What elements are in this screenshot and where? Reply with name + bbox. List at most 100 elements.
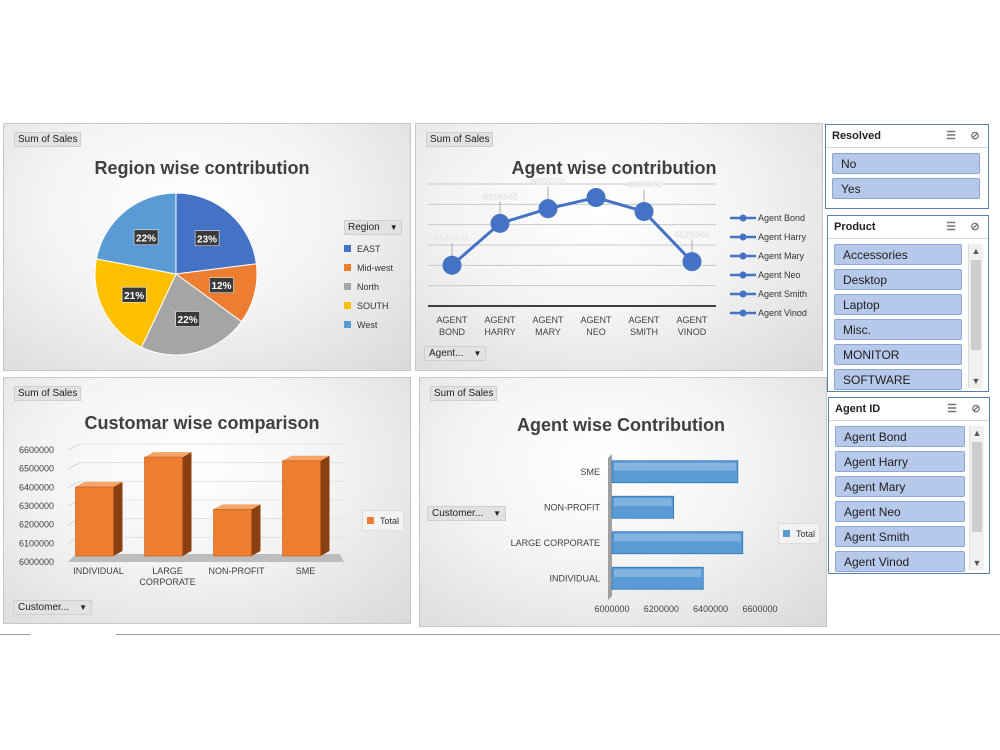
data-label-box: [209, 277, 234, 293]
sheet-divider: [116, 634, 1000, 635]
agent-filter-dropdown[interactable]: Agent... ▼: [424, 346, 487, 361]
multi-select-icon[interactable]: ☰: [946, 221, 956, 233]
legend-dot: [739, 290, 747, 297]
customer-dropdown-label: Customer...: [432, 508, 484, 519]
customer-legend: Total: [362, 510, 405, 531]
region-chart-panel[interactable]: Sum of Sales Region wise contribution 23…: [3, 123, 411, 371]
legend-label: Agent Mary: [758, 250, 805, 261]
scrollbar-thumb[interactable]: [972, 442, 982, 532]
slicer-item-desktop[interactable]: Desktop: [834, 269, 962, 290]
slicer-title: Agent ID: [835, 403, 881, 415]
legend-dot: [739, 233, 747, 240]
legend-label: North: [357, 281, 380, 292]
bar-top: [75, 481, 123, 487]
bar-side: [251, 504, 261, 556]
customer-bar-chart: 6000000 6100000 6200000 6300000 6400000 65000…: [19, 443, 344, 587]
legend-swatch: [783, 530, 790, 537]
y-tick-label: 6600000: [19, 445, 54, 455]
slicer-item-agent-vinod[interactable]: Agent Vinod: [835, 551, 965, 572]
multi-select-icon[interactable]: ☰: [946, 130, 956, 142]
x-tick-label: 6000000: [594, 604, 629, 614]
clear-filter-icon[interactable]: ⊘: [970, 221, 980, 233]
field-button-sum-of-sales[interactable]: Sum of Sales: [14, 386, 82, 401]
x-tick-label: MARY: [535, 327, 561, 337]
legend-label: Agent Vinod: [758, 307, 807, 318]
agent-line-chart-panel[interactable]: Sum of Sales Agent wise contribution 415…: [415, 123, 823, 371]
slicer-item-agent-harry[interactable]: Agent Harry: [835, 451, 965, 472]
legend-entry-east: EAST: [344, 239, 402, 258]
data-label: 21%: [124, 291, 144, 302]
legend-entry-agent-smith: Agent Smith: [730, 284, 820, 303]
scrollbar[interactable]: ▲ ▼: [969, 426, 984, 570]
series-line: [451, 196, 694, 267]
field-button-sum-of-sales[interactable]: Sum of Sales: [14, 132, 82, 147]
bar-top: [213, 504, 261, 510]
dropdown-arrow-icon: ▼: [473, 349, 482, 358]
legend-entry-mid-west: Mid-west: [344, 258, 402, 277]
slicer-item-agent-mary[interactable]: Agent Mary: [835, 476, 965, 497]
region-filter-dropdown[interactable]: Region ▼: [344, 220, 402, 235]
data-label: 22%: [178, 315, 198, 326]
legend-dot: [739, 271, 747, 278]
legend-entry-west: West: [344, 315, 402, 334]
scrollbar-thumb[interactable]: [971, 260, 981, 350]
legend-entry-agent-bond: Agent Bond: [730, 208, 820, 227]
data-point-agent-neo: [586, 188, 606, 208]
scroll-up-icon[interactable]: ▲: [971, 246, 981, 256]
scroll-up-icon[interactable]: ▲: [972, 428, 982, 438]
data-point-agent-vinod: [682, 252, 702, 272]
slicer-item-misc[interactable]: Misc.: [834, 319, 962, 340]
legend-label: EAST: [357, 243, 381, 254]
x-tick-label: AGENT: [436, 315, 468, 325]
x-tick-label: NON-PROFIT: [209, 566, 265, 576]
y-tick-label: 6400000: [19, 482, 54, 492]
data-label: 4150321: [434, 233, 469, 243]
legend-line-marker: [730, 290, 756, 297]
x-tick-label: HARRY: [484, 327, 515, 337]
agent-hbar-chart-panel[interactable]: Sum of Sales Agent wise Contribution SME…: [419, 377, 827, 627]
legend-label: Agent Neo: [758, 269, 801, 280]
legend-swatch: [344, 283, 351, 290]
legend-label: Agent Smith: [758, 288, 808, 299]
y-tick-label: 6500000: [19, 464, 54, 474]
customer-bar-chart-panel[interactable]: Sum of Sales Customar wise comparison 60…: [3, 377, 411, 624]
slicer-item-monitor[interactable]: MONITOR: [834, 344, 962, 365]
slicer-item-no[interactable]: No: [832, 153, 980, 174]
slicer-item-agent-neo[interactable]: Agent Neo: [835, 501, 965, 522]
field-button-sum-of-sales[interactable]: Sum of Sales: [430, 386, 498, 401]
clear-filter-icon[interactable]: ⊘: [971, 403, 981, 415]
slicer-item-agent-bond[interactable]: Agent Bond: [835, 426, 965, 447]
y-tick-label: SME: [580, 467, 600, 477]
legend-entry-agent-mary: Agent Mary: [730, 246, 820, 265]
slicer-title: Resolved: [832, 130, 881, 142]
x-tick-label: 6400000: [693, 604, 728, 614]
slicer-item-laptop[interactable]: Laptop: [834, 294, 962, 315]
customer-filter-dropdown[interactable]: Customer... ▼: [13, 600, 93, 615]
data-label: 4348465: [626, 180, 661, 190]
y-tick-label: NON-PROFIT: [544, 502, 600, 512]
scroll-down-icon[interactable]: ▼: [972, 558, 982, 568]
product-slicer: Product ☰ ⊘ Accessories Desktop Laptop M…: [827, 215, 989, 392]
slicer-item-yes[interactable]: Yes: [832, 178, 980, 199]
legend-line-marker: [730, 271, 756, 278]
data-label: 12%: [211, 281, 231, 292]
scroll-down-icon[interactable]: ▼: [971, 376, 981, 386]
clear-filter-icon[interactable]: ⊘: [970, 130, 980, 142]
slicer-item-accessories[interactable]: Accessories: [834, 244, 962, 265]
customer-filter-dropdown[interactable]: Customer... ▼: [427, 506, 507, 521]
legend-label: Agent Harry: [758, 231, 807, 242]
legend-entry-south: SOUTH: [344, 296, 402, 315]
pie-slice-south: [94, 258, 177, 348]
bar-large-corporate: [144, 456, 183, 557]
slicer-item-agent-smith[interactable]: Agent Smith: [835, 526, 965, 547]
y-tick-label: 6300000: [19, 501, 54, 511]
chart-title: Agent wise contribution: [511, 158, 717, 178]
slicer-item-software[interactable]: SOFTWARE: [834, 369, 962, 390]
multi-select-icon[interactable]: ☰: [947, 403, 957, 415]
data-label-box: [194, 230, 220, 247]
field-button-sum-of-sales[interactable]: Sum of Sales: [426, 132, 494, 147]
legend-entry-north: North: [344, 277, 402, 296]
scrollbar[interactable]: ▲ ▼: [968, 244, 983, 388]
legend-entry-total: Total: [796, 528, 816, 539]
x-tick-label: AGENT: [484, 315, 516, 325]
